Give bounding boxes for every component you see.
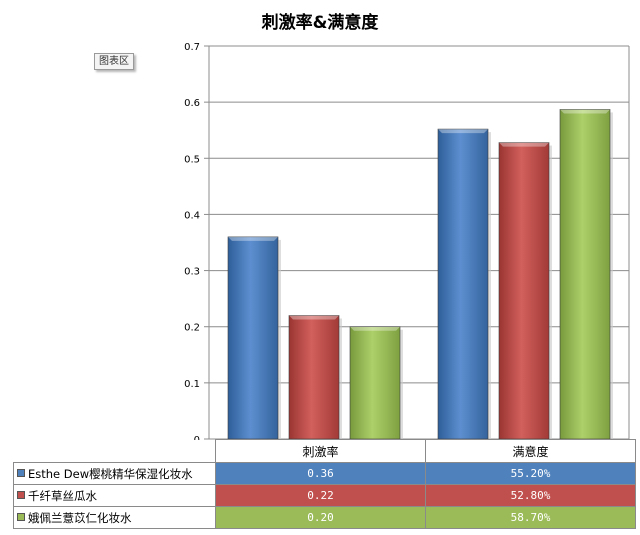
chart-title: 刺激率&满意度	[261, 13, 379, 33]
bar	[498, 142, 550, 440]
bar	[559, 109, 611, 440]
y-tick-label: 0.4	[184, 210, 200, 221]
table-row: 娥佩兰薏苡仁化妆水 0.20 58.70%	[13, 506, 636, 529]
table-corner	[14, 440, 216, 463]
table-row: 千纤草丝瓜水 0.22 52.80%	[13, 484, 636, 507]
chart-plot: 0 0.1 0.2 0.3 0.4 0.5 0.6 0.7	[184, 42, 630, 440]
bar	[288, 315, 340, 440]
legend-key	[17, 512, 25, 521]
y-tick-label: 0.5	[184, 154, 200, 165]
bar-bevel	[228, 236, 278, 241]
table-row: Esthe Dew樱桃精华保湿化妆水 0.36 55.20%	[13, 462, 636, 485]
data-label: 0.20	[215, 506, 426, 529]
bar	[227, 236, 279, 440]
data-label: 58.70%	[425, 506, 636, 529]
chart-area-tooltip: 图表区	[94, 53, 134, 70]
y-tick-label: 0	[194, 435, 200, 440]
legend-entry: 娥佩兰薏苡仁化妆水	[13, 506, 216, 529]
series-name: 娥佩兰薏苡仁化妆水	[28, 510, 132, 525]
y-tick-label: 0.6	[184, 98, 200, 109]
y-tick-label: 0.1	[184, 379, 200, 390]
series-name: 千纤草丝瓜水	[28, 488, 97, 503]
bar-bevel	[499, 142, 549, 147]
y-tick-label: 0.2	[184, 323, 200, 334]
series-name: Esthe Dew樱桃精华保湿化妆水	[28, 466, 193, 481]
bar	[437, 128, 489, 440]
legend-key	[17, 490, 25, 499]
table-header-row: 刺激率 满意度	[14, 439, 636, 463]
legend-entry: Esthe Dew樱桃精华保湿化妆水	[13, 462, 216, 485]
data-label: 0.22	[215, 484, 426, 507]
data-label: 0.36	[215, 462, 426, 485]
data-label: 52.80%	[425, 484, 636, 507]
bar	[349, 326, 401, 440]
data-label: 55.20%	[425, 462, 636, 485]
bar-bevel	[560, 109, 610, 114]
legend-entry: 千纤草丝瓜水	[13, 484, 216, 507]
bar-bevel	[289, 315, 339, 320]
legend-key	[17, 468, 25, 477]
x-category-label: 刺激率	[215, 439, 426, 463]
bar-bevel	[438, 129, 488, 134]
bar-bevel	[350, 326, 400, 331]
x-category-label: 满意度	[425, 439, 636, 463]
data-table: 刺激率 满意度 Esthe Dew樱桃精华保湿化妆水 0.36 55.20% 千纤草丝瓜水…	[13, 439, 636, 529]
y-tick-label: 0.3	[184, 267, 200, 278]
y-tick-label: 0.7	[184, 42, 200, 53]
